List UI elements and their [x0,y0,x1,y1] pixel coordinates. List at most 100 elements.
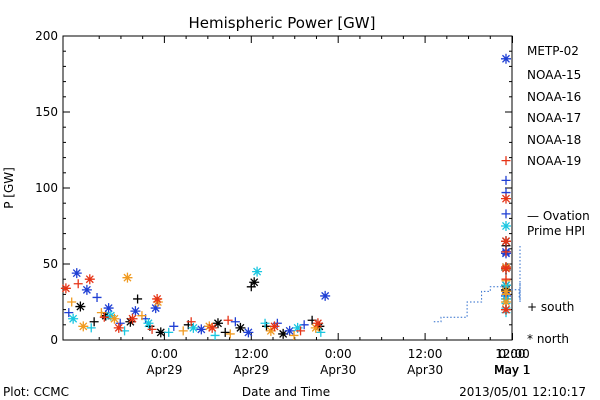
point-metp-02-north [235,322,246,333]
x-tick-sublabel: May 1 [494,363,530,377]
point-noaa-19-north [269,321,280,332]
x-tick-sublabel: May 1 [494,363,530,377]
x-tick-label: 0:00 [499,347,526,361]
point-metp-02-north [100,310,111,321]
point-noaa-18-south [137,311,147,321]
point-noaa-15-north [284,325,295,336]
point-noaa-15-north [130,306,141,317]
chart-title: Hemispheric Power [GW] [189,14,376,32]
legend-north-marker: * north [527,332,569,346]
point-noaa-16-north [188,322,199,333]
legend-item-noaa-16: NOAA-16 [527,90,581,104]
point-noaa-19-north [501,304,511,315]
point-noaa-15-north [103,303,114,314]
point-metp-02-north [75,301,86,312]
point-noaa-19-south [73,279,83,289]
y-axis-label: P [GW] [2,167,16,209]
y-tick-label: 150 [35,105,58,119]
point-noaa-19-north [207,322,218,333]
point-metp-02-north [278,328,289,339]
point-noaa-19-north [60,283,71,294]
point-noaa-19-north [127,313,138,324]
point-noaa-19-south [501,262,511,272]
point-noaa-16-south [86,323,96,333]
x-tick-label: 12:00 [234,347,269,361]
point-noaa-18-south [178,326,188,336]
point-noaa-15-south [501,209,511,219]
point-noaa-16-north [252,266,263,277]
point-noaa-19-south [296,326,306,336]
point-noaa-15-north [501,53,511,64]
point-metp-02-south [133,294,143,304]
point-noaa-16-north [68,313,79,324]
point-noaa-18-south [501,289,511,299]
legend-item-noaa-17: NOAA-17 [527,111,581,125]
point-noaa-16-north [501,221,511,231]
point-noaa-15-south [169,321,179,331]
point-noaa-19-north [84,274,95,285]
point-noaa-15-south [501,175,511,185]
y-tick-label: 50 [43,257,58,271]
point-noaa-19-south [501,247,511,257]
legend-item-noaa-19: NOAA-19 [527,154,581,168]
point-noaa-18-north [265,325,276,336]
point-noaa-15-north [243,327,254,338]
point-noaa-15-north [196,324,207,335]
legend-south-marker: + south [527,300,574,314]
point-metp-02-north [249,277,260,288]
point-metp-02-north [314,321,325,332]
plot-frame [62,35,513,341]
x-tick-sublabel: Apr30 [407,363,443,377]
point-noaa-18-north [204,321,215,332]
point-noaa-16-north [501,280,511,291]
plot-credit: Plot: CCMC [3,385,69,399]
point-noaa-15-south [64,308,74,318]
point-metp-02-north [212,318,223,329]
point-noaa-19-south [501,156,511,166]
x-tick-label: 12:00 [495,347,530,361]
point-noaa-16-south [260,318,270,328]
point-noaa-18-north [109,313,120,324]
point-noaa-15-south [230,317,240,327]
point-noaa-15-north [320,290,331,301]
point-noaa-18-south [225,329,235,339]
x-tick-label: 12:00 [408,347,443,361]
point-metp-02-north [155,327,166,338]
point-metp-02-south [89,317,99,327]
point-noaa-18-north [122,272,133,283]
point-noaa-18-south [67,297,77,307]
point-noaa-18-north [501,297,511,307]
point-noaa-18-south [96,308,106,318]
legend-item-metp-02: METP-02 [527,44,579,58]
point-noaa-19-north [113,322,124,333]
legend-item-noaa-18: NOAA-18 [527,133,581,147]
legend-item-noaa-15: NOAA-15 [527,68,581,82]
x-tick-sublabel: Apr30 [320,363,356,377]
x-axis-label: Date and Time [242,385,330,399]
y-tick-label: 100 [35,181,58,195]
x-tick-sublabel: Apr29 [233,363,269,377]
point-noaa-15-north [81,284,92,295]
point-metp-02-south [220,327,230,337]
point-noaa-19-north [312,318,323,329]
x-tick-sublabel: Apr29 [146,363,182,377]
legend-ovation-line2: Prime HPI [527,224,585,238]
legend: METP-02 NOAA-15 NOAA-16 NOAA-17 NOAA-18 … [527,44,590,346]
point-noaa-16-south [316,327,326,337]
point-noaa-18-south [289,330,299,340]
x-tick-label: 0:00 [151,347,178,361]
legend-ovation-line1: — Ovation [527,209,590,223]
point-noaa-16-south [164,327,174,337]
y-tick-label: 0 [50,333,58,347]
point-noaa-16-north [143,318,154,329]
y-tick-label: 200 [35,29,58,43]
point-noaa-19-north [152,293,163,304]
point-noaa-19-south [147,324,157,334]
point-noaa-15-south [92,292,102,302]
point-noaa-18-north [152,297,163,307]
point-noaa-19-south [99,312,109,322]
plot-timestamp: 2013/05/01 12:10:17 [459,385,586,399]
point-noaa-18-north [78,321,89,332]
point-noaa-19-north [501,193,511,204]
